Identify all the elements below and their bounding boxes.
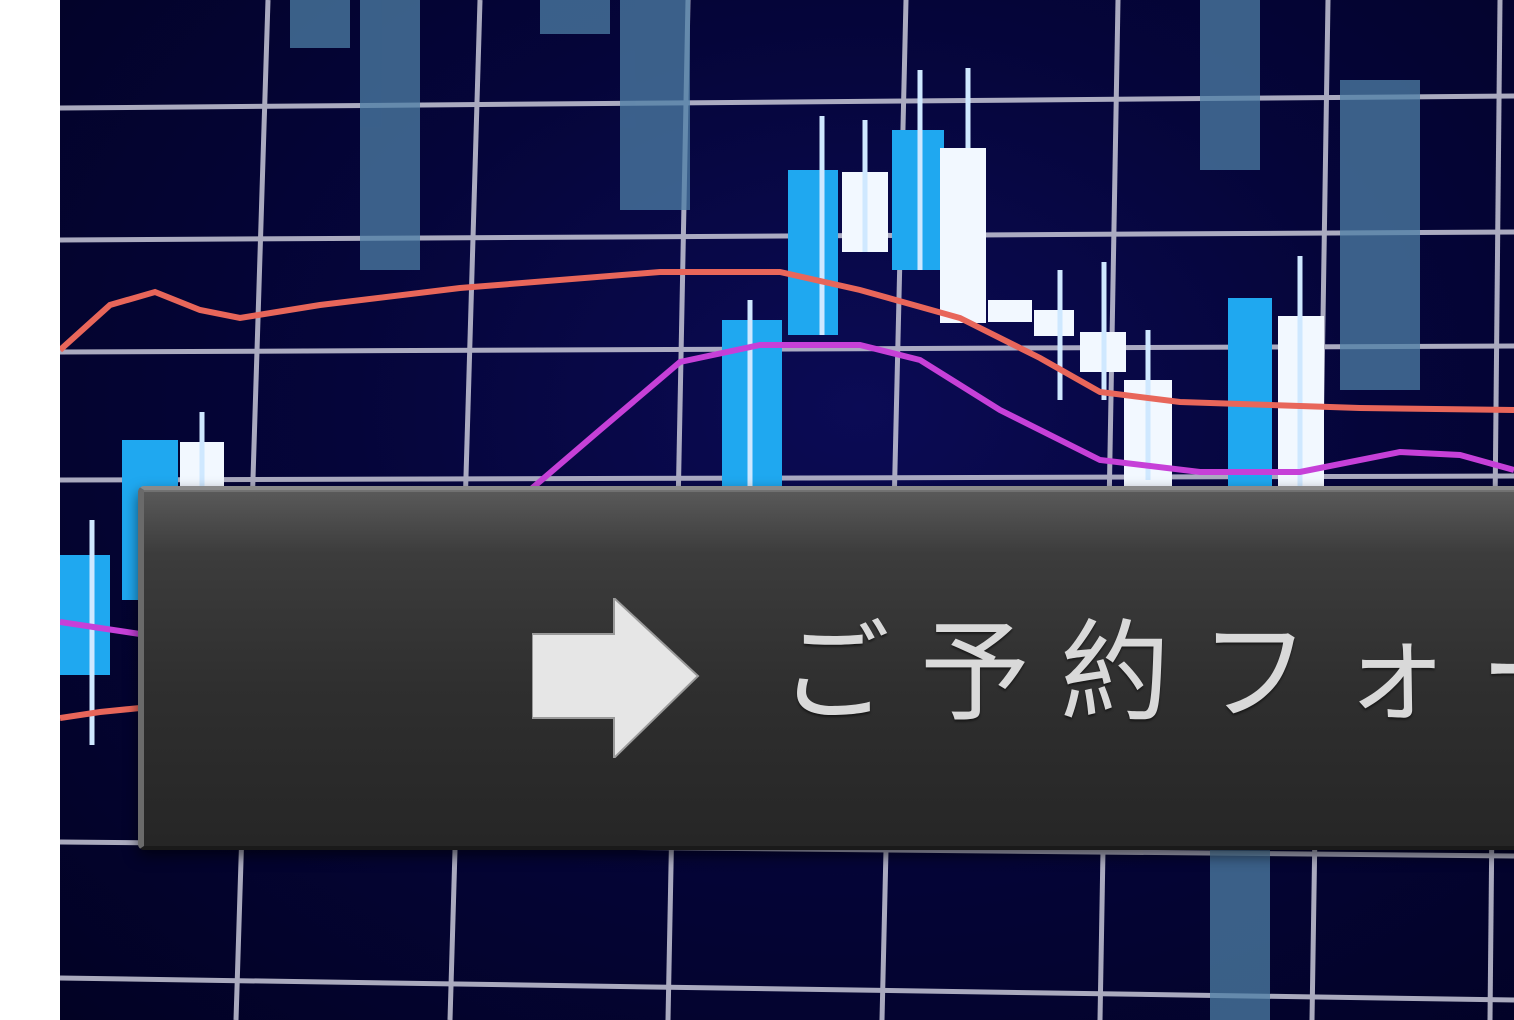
reservation-form-button[interactable]: ご予約フォーム <box>138 486 1514 850</box>
ghost-candle <box>290 0 350 48</box>
reservation-form-label: ご予約フォーム <box>780 609 1514 737</box>
ghost-candle <box>540 0 610 34</box>
candle <box>1034 310 1074 336</box>
ghost-candle <box>1210 850 1270 1020</box>
moving-average-magenta <box>528 342 1514 493</box>
grid-line <box>60 93 1514 111</box>
ghost-candles <box>290 0 1420 1020</box>
candle <box>988 300 1032 322</box>
candle-wicks <box>89 68 1303 745</box>
ghost-candle <box>620 0 690 210</box>
candle <box>1228 298 1272 488</box>
candle <box>940 148 986 323</box>
grid-line <box>60 229 1514 243</box>
moving-average-magenta-lower <box>60 619 141 637</box>
candle <box>60 555 110 675</box>
moving-average-red-lower <box>60 705 141 721</box>
ghost-candle <box>1340 80 1420 390</box>
arrow-right-icon <box>532 598 700 758</box>
ghost-candle <box>1200 0 1260 170</box>
ghost-candle <box>360 0 420 270</box>
candle <box>788 170 838 335</box>
moving-average-red <box>60 269 1514 413</box>
grid-line <box>60 975 1514 1003</box>
